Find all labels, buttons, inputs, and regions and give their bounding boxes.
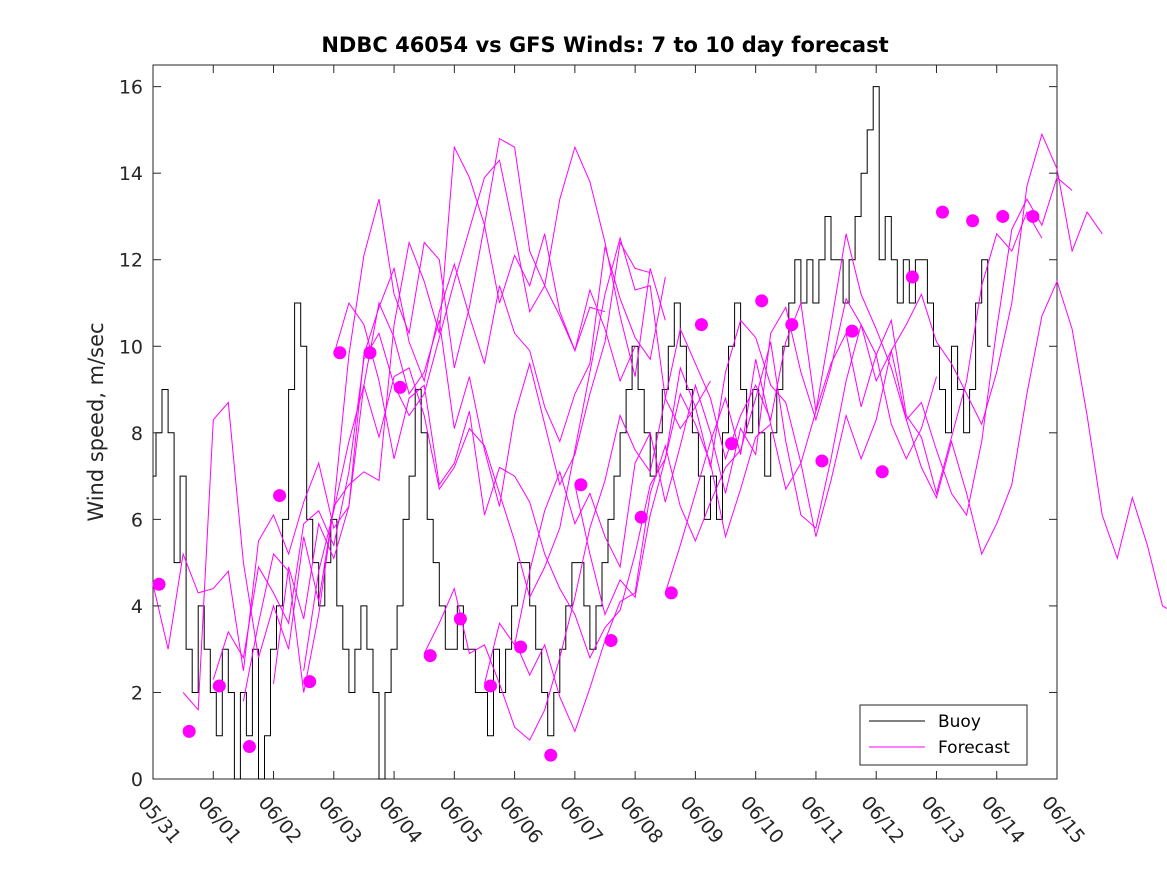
forecast-point — [875, 465, 889, 479]
buoy-line — [153, 86, 991, 780]
y-tick-label: 14 — [119, 163, 143, 185]
x-tick-label: 06/03 — [314, 792, 366, 848]
forecast-point — [1026, 209, 1040, 223]
forecast-point — [845, 324, 859, 338]
forecast-run-line — [242, 137, 606, 702]
forecast-run-line — [152, 246, 666, 671]
forecast-point — [785, 318, 799, 332]
legend: Buoy Forecast — [859, 704, 1028, 766]
forecast-point — [242, 740, 256, 754]
chart-title: NDBC 46054 vs GFS Winds: 7 to 10 day for… — [321, 33, 888, 57]
y-tick-label: 16 — [119, 77, 143, 99]
forecast-point — [483, 679, 497, 693]
forecast-point — [755, 294, 769, 308]
forecast-point — [725, 437, 739, 451]
y-tick-label: 12 — [119, 250, 143, 272]
forecast-run-line — [514, 210, 1043, 733]
forecast-run-line — [423, 301, 937, 741]
forecast-point — [303, 675, 317, 689]
x-tick-label: 06/04 — [374, 792, 426, 848]
forecast-point — [574, 478, 588, 492]
forecast-point — [273, 489, 287, 503]
x-tick-label: 06/06 — [495, 792, 547, 848]
forecast-run-line — [333, 301, 772, 660]
x-tick-label: 06/01 — [193, 792, 245, 848]
forecast-point — [212, 679, 226, 693]
y-axis-label: Wind speed, m/sec — [84, 322, 108, 521]
y-tick-label: 8 — [131, 423, 143, 445]
forecast-point — [182, 724, 196, 738]
forecast-run-line — [574, 132, 1103, 617]
forecast-point — [996, 209, 1010, 223]
legend-buoy-label: Buoy — [938, 712, 981, 732]
forecast-run-line — [182, 145, 636, 712]
forecast-series — [152, 132, 1167, 741]
plot-area — [152, 64, 1058, 780]
buoy-series — [153, 86, 991, 780]
forecast-point — [333, 346, 347, 360]
forecast-run-line — [303, 236, 711, 671]
y-tick-label: 4 — [131, 596, 143, 618]
forecast-point — [966, 214, 980, 228]
forecast-point — [694, 318, 708, 332]
x-tick-label: 06/09 — [676, 792, 728, 848]
forecast-point — [935, 205, 949, 219]
forecast-run-line — [273, 240, 651, 684]
y-tick-label: 0 — [131, 769, 143, 791]
x-tick-label: 06/13 — [917, 792, 969, 848]
y-axis: 0 2 4 6 8 10 12 14 16 — [119, 77, 1057, 791]
forecast-points — [152, 205, 1040, 762]
x-tick-label: 06/15 — [1037, 792, 1089, 848]
legend-box — [859, 704, 1028, 766]
x-tick-label: 05/31 — [133, 792, 185, 848]
legend-forecast-label: Forecast — [938, 738, 1010, 758]
forecast-run-line — [664, 233, 1167, 610]
y-tick-label: 2 — [131, 682, 143, 704]
forecast-point — [453, 612, 467, 626]
forecast-point — [152, 577, 166, 591]
forecast-run-line — [212, 145, 666, 680]
y-tick-label: 6 — [131, 509, 143, 531]
x-tick-label: 06/10 — [736, 792, 788, 848]
forecast-point — [815, 454, 829, 468]
forecast-point — [604, 634, 618, 648]
forecast-point — [423, 649, 437, 663]
x-tick-label: 06/12 — [856, 792, 908, 848]
forecast-point — [905, 270, 919, 284]
forecast-point — [363, 346, 377, 360]
forecast-point — [634, 510, 648, 524]
x-tick-label: 06/11 — [796, 792, 848, 848]
forecast-point — [514, 640, 528, 654]
x-tick-label: 06/05 — [435, 792, 487, 848]
forecast-point — [544, 748, 558, 762]
forecast-run-line — [484, 176, 1073, 684]
x-tick-label: 06/08 — [615, 792, 667, 848]
y-tick-label: 10 — [119, 336, 143, 358]
forecast-point — [664, 586, 678, 600]
x-tick-label: 06/14 — [977, 792, 1029, 848]
x-tick-label: 06/02 — [254, 792, 306, 848]
x-tick-label: 06/07 — [555, 792, 607, 848]
forecast-point — [393, 380, 407, 394]
